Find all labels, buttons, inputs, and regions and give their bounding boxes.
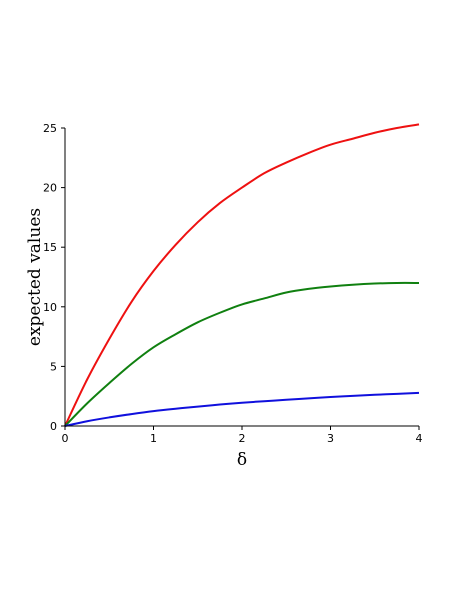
x-tick-label: 2: [239, 432, 246, 445]
y-tick-label: 10: [43, 301, 57, 314]
y-axis-title: expected values: [25, 208, 45, 346]
y-tick-label: 20: [43, 182, 57, 195]
y-tick-label: 5: [50, 360, 57, 373]
ticks-layer: 0 1 2 3 4 0 5 10 15 20 25: [43, 122, 423, 445]
x-tick-label: 1: [150, 432, 157, 445]
y-tick-label: 15: [43, 241, 57, 254]
series-line-1: [64, 123, 420, 427]
series-line-2: [64, 281, 420, 427]
series-line-3: [64, 391, 420, 427]
x-tick-label: 0: [62, 432, 69, 445]
x-tick-label: 3: [327, 432, 334, 445]
y-tick-label: 0: [50, 420, 57, 433]
x-tick-label: 4: [416, 432, 423, 445]
y-tick-label: 25: [43, 122, 57, 135]
x-axis-title: δ: [237, 450, 247, 470]
series-layer: [64, 123, 420, 427]
axes-layer: [64, 128, 419, 427]
